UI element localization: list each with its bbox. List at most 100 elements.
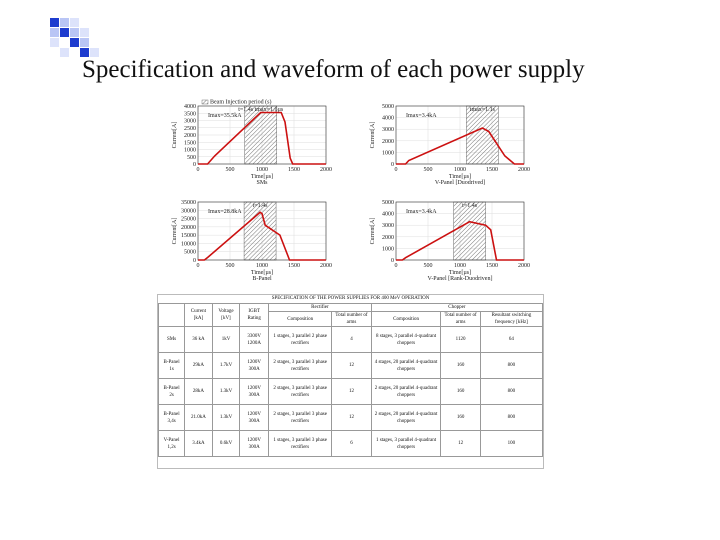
flat-top-region xyxy=(243,201,277,261)
table-cell: 12 xyxy=(331,352,372,379)
plot-frame xyxy=(197,201,327,261)
table-cell: 1200V 300A xyxy=(239,404,270,431)
spec-col-0 xyxy=(157,303,186,327)
table-cell: 3300V 1200A xyxy=(239,326,270,353)
y-tick-label: 500 xyxy=(187,155,196,161)
y-tick-label: 1000 xyxy=(382,150,394,156)
table-cell: SMs xyxy=(157,326,186,353)
table-cell: 160 xyxy=(440,404,481,431)
table-cell: V-Panel 1,2s xyxy=(157,430,186,457)
y-tick-label: 25000 xyxy=(181,217,196,223)
x-axis-label: Time[µs] xyxy=(251,174,273,180)
table-cell: 4 xyxy=(331,326,372,353)
table-cell: 29kA xyxy=(184,352,213,379)
x-tick-label: 1000 xyxy=(454,263,466,269)
y-tick-label: 0 xyxy=(391,162,394,168)
spec-col-igbt: IGBT Rating xyxy=(239,303,270,327)
plot-name: V-Panel [Rank-Duodriven] xyxy=(428,276,493,282)
waveform-line xyxy=(198,111,326,165)
x-tick-label: 2000 xyxy=(518,167,530,173)
x-tick-label: 500 xyxy=(424,263,433,269)
table-cell: 1 stages, 3 parallel 4-quadrant choppers xyxy=(370,430,442,457)
table-cell: 8 stages, 3 parallel 4-quadrant choppers xyxy=(370,326,442,353)
table-cell: 12 xyxy=(331,378,372,405)
flat-top-label: tmax=1.1s xyxy=(470,107,496,113)
x-tick-label: 1500 xyxy=(288,263,300,269)
spec-col-rect-arms: Total number of arms xyxy=(331,311,372,327)
table-cell: 2 stages, 3 parallel 3 phase rectifiers xyxy=(268,352,333,379)
y-tick-label: 2000 xyxy=(382,235,394,241)
table-cell: 4 stages, 20 parallel 4-quadrant chopper… xyxy=(370,352,442,379)
y-tick-label: 3000 xyxy=(184,119,196,125)
table-cell: B-Panel 3,4s xyxy=(157,404,186,431)
spec-col-chop-arms: Total number of arms xyxy=(440,311,481,327)
y-tick-label: 2500 xyxy=(184,126,196,132)
x-tick-label: 500 xyxy=(226,167,235,173)
table-cell: 6 xyxy=(331,430,372,457)
table-cell: 0.6kV xyxy=(211,430,241,457)
y-tick-label: 4000 xyxy=(184,104,196,110)
y-tick-label: 0 xyxy=(193,162,196,168)
plot-frame xyxy=(395,105,525,165)
y-axis-label: Current[A] xyxy=(370,218,376,245)
y-tick-label: 1500 xyxy=(184,140,196,146)
plot-name: SMs xyxy=(256,180,268,186)
y-tick-label: 5000 xyxy=(382,104,394,110)
y-tick-label: 4000 xyxy=(382,212,394,218)
table-cell: 2 stages, 3 parallel 3 phase rectifiers xyxy=(268,404,333,431)
spec-col-current: Current [kA] xyxy=(184,303,213,327)
y-tick-label: 35000 xyxy=(181,200,196,206)
plot-sm: 4000 3500 3000 2500 2000 1500 1000 500 0 0 500 1000… xyxy=(168,99,338,192)
table-cell: 100 xyxy=(479,430,544,457)
y-tick-label: 5000 xyxy=(382,200,394,206)
x-tick-label: 1000 xyxy=(256,263,268,269)
x-axis-label: Time[µs] xyxy=(449,174,471,180)
spec-table-caption: SPECIFICATION OF THE POWER SUPPLIES FOR … xyxy=(271,296,430,301)
table-cell: 800 xyxy=(479,404,544,431)
flat-top-label: t=1.4s xyxy=(253,203,269,209)
y-tick-label: 2000 xyxy=(382,139,394,145)
plot-v-panel-rank: 5000 4000 3000 2000 1000 0 0 500 1000 1500 2000 Ima… xyxy=(366,196,536,288)
plot-b-panel: 35000 30000 25000 20000 15000 10000 5000 0 0 500 1… xyxy=(168,196,338,288)
x-tick-label: 500 xyxy=(226,263,235,269)
waveform-line xyxy=(198,211,326,261)
x-tick-label: 500 xyxy=(424,167,433,173)
y-tick-label: 0 xyxy=(391,258,394,264)
plot-frame xyxy=(197,105,327,165)
y-tick-label: 30000 xyxy=(181,208,196,214)
x-tick-label: 1000 xyxy=(256,167,268,173)
y-tick-label: 1000 xyxy=(382,246,394,252)
table-cell: 3.4kA xyxy=(184,430,213,457)
table-cell: 12 xyxy=(440,430,481,457)
slide-title: Specification and waveform of each power… xyxy=(82,56,585,83)
table-cell: 1120 xyxy=(440,326,481,353)
table-cell: 28kA xyxy=(184,378,213,405)
spec-col-chop-composition: Composition xyxy=(370,311,442,327)
y-axis-label: Current[A] xyxy=(172,218,178,245)
y-tick-label: 20000 xyxy=(181,225,196,231)
table-row: B-Panel 2s 28kA 1.3kV 1200V 300A 2 stage… xyxy=(157,378,544,405)
spec-col-rect-composition: Composition xyxy=(268,311,333,327)
y-tick-label: 3000 xyxy=(382,223,394,229)
table-cell: 36 kA xyxy=(184,326,213,353)
y-tick-label: 15000 xyxy=(181,233,196,239)
legend-label: Beam Injection period (s) xyxy=(210,99,271,106)
x-tick-label: 0 xyxy=(197,167,200,173)
y-tick-label: 0 xyxy=(193,258,196,264)
table-cell: 1200V 300A xyxy=(239,430,270,457)
imax-label: Imax=3.4kA xyxy=(406,209,437,215)
table-cell: 1200V 300A xyxy=(239,378,270,405)
spec-table: Current [kA] Voltage [kV] IGBT Rating Re… xyxy=(157,303,544,457)
x-axis-label: Time[µs] xyxy=(251,270,273,276)
table-cell: 1 stages, 3 parallel 3 phase rectifiers xyxy=(268,430,333,457)
imax-label: Imax=28.8kA xyxy=(208,209,242,215)
waveform-line xyxy=(396,220,524,261)
spec-col-frequency: Resultant switching frequency [kHz] xyxy=(479,311,544,327)
table-cell: 1.3kV xyxy=(211,404,241,431)
x-tick-label: 1500 xyxy=(486,263,498,269)
y-tick-label: 3500 xyxy=(184,111,196,117)
y-tick-label: 3000 xyxy=(382,127,394,133)
plot-frame xyxy=(395,201,525,261)
table-cell: 800 xyxy=(479,352,544,379)
table-cell: B-Panel 1s xyxy=(157,352,186,379)
